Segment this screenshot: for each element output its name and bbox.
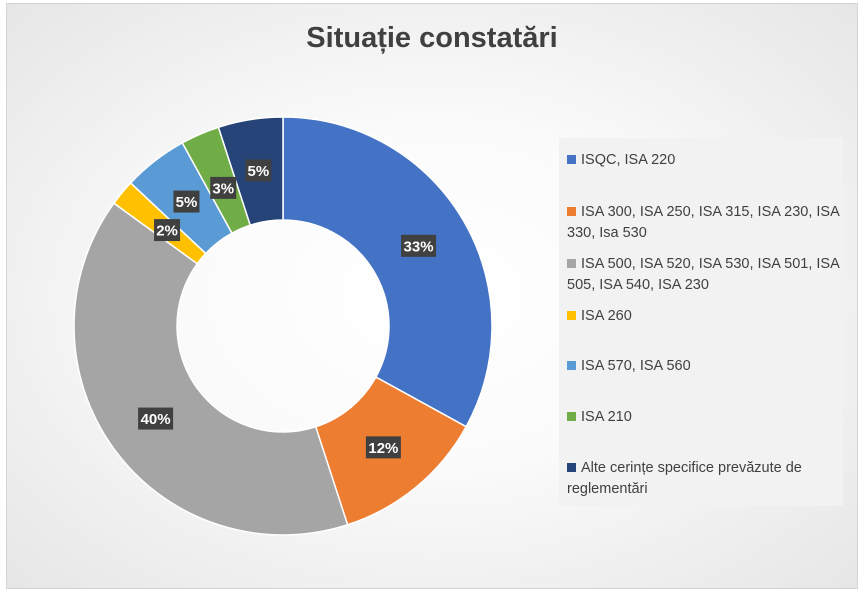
slice-3[interactable] [73,202,349,536]
legend-swatch [567,155,576,164]
data-label-text: 12% [368,440,398,457]
legend-swatch [567,207,576,216]
legend-item-2[interactable]: ISA 300, ISA 250, ISA 315, ISA 230, ISA … [567,202,839,244]
data-label-box [154,219,181,242]
legend-swatch [567,259,576,268]
legend-swatch [567,463,576,472]
data-label-box [138,407,174,430]
legend-item-5[interactable]: ISA 570, ISA 560 [567,356,839,377]
data-label-box [245,159,272,182]
legend-label: ISA 260 [581,308,632,324]
data-label-text: 5% [248,163,270,180]
data-label-text: 2% [156,223,178,240]
data-label-text: 3% [212,180,234,197]
data-label-4: 2% [154,219,181,242]
slice-1[interactable] [282,116,493,428]
legend-label: ISA 300, ISA 250, ISA 315, ISA 230, ISA … [567,204,839,241]
legend-swatch [567,361,576,370]
legend-item-1[interactable]: ISQC, ISA 220 [567,150,839,171]
legend-label: Alte cerințe specifice prevăzute de regl… [567,460,802,497]
data-label-2: 12% [365,436,401,459]
data-label-text: 40% [141,411,171,428]
data-label-5: 5% [173,190,200,213]
legend-item-6[interactable]: ISA 210 [567,407,839,428]
data-label-6: 3% [210,176,237,199]
data-label-3: 40% [138,407,174,430]
data-label-box [173,190,200,213]
legend-item-7[interactable]: Alte cerințe specifice prevăzute de regl… [567,458,839,500]
chart-title: Situație constatări [306,22,558,54]
data-label-7: 5% [245,159,272,182]
legend-swatch [567,311,576,320]
legend-item-3[interactable]: ISA 500, ISA 520, ISA 530, ISA 501, ISA … [567,254,839,296]
data-label-box [210,176,237,199]
legend-label: ISA 570, ISA 560 [581,358,691,374]
legend-label: ISQC, ISA 220 [581,152,676,168]
data-label-text: 33% [404,238,434,255]
legend-label: ISA 500, ISA 520, ISA 530, ISA 501, ISA … [567,256,839,293]
legend-item-4[interactable]: ISA 260 [567,306,839,327]
data-label-1: 33% [401,234,437,257]
data-label-box [365,436,401,459]
legend-swatch [567,412,576,421]
legend-label: ISA 210 [581,409,632,425]
legend: ISQC, ISA 220 ISA 300, ISA 250, ISA 315, … [559,138,843,506]
data-label-box [401,234,437,257]
data-label-text: 5% [176,194,198,211]
